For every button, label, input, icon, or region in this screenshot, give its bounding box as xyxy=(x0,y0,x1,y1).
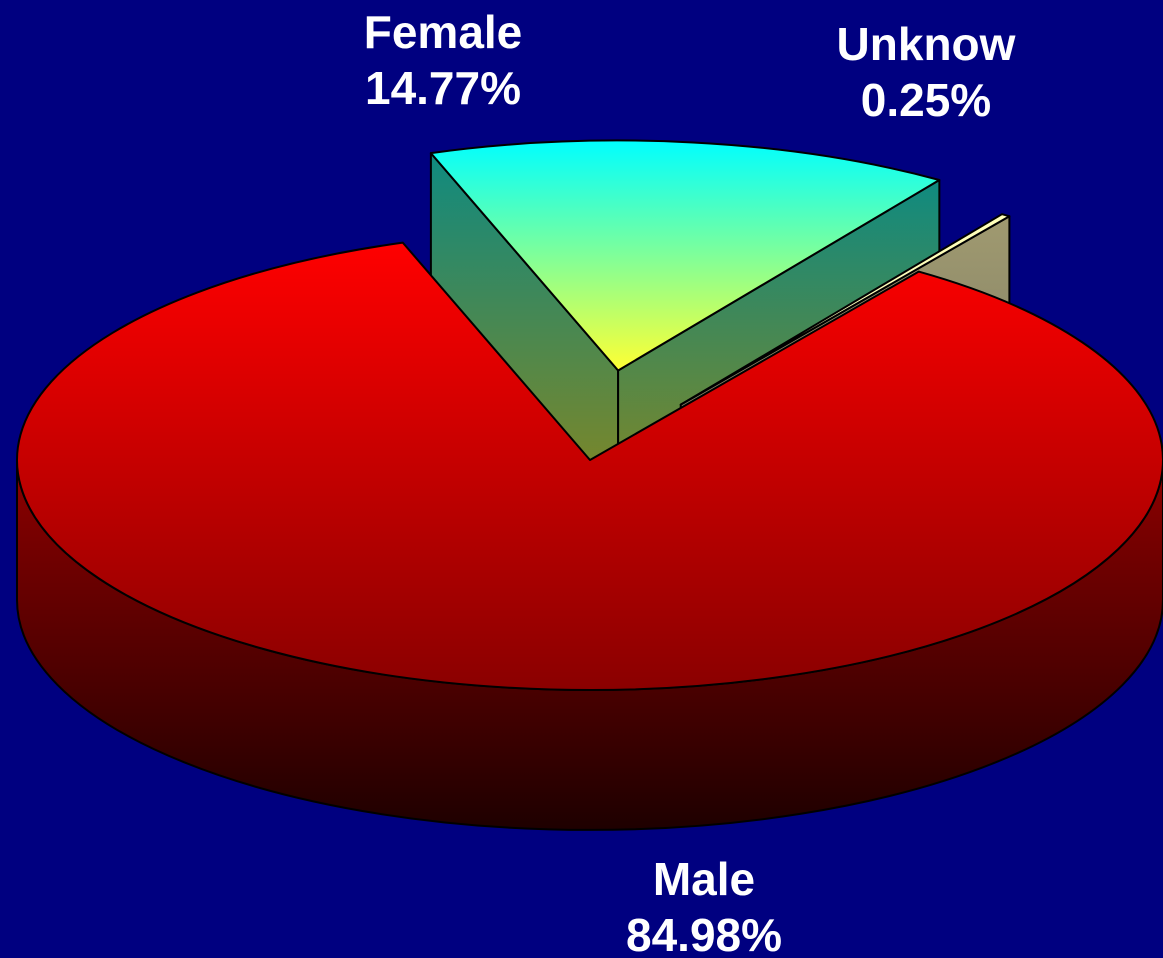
unknow-slice xyxy=(679,213,1011,406)
slice-label-male: Male 84.98% xyxy=(626,851,782,958)
slice-value-male: 84.98% xyxy=(625,909,783,958)
male-slice xyxy=(16,241,1163,692)
slice-label-female: Female 14.77% xyxy=(364,4,523,116)
slice-value-female: 14.77% xyxy=(364,62,521,115)
slice-value-unknow: 0.25% xyxy=(860,74,992,127)
slice-name-female: Female xyxy=(363,6,523,58)
female-slice xyxy=(429,139,941,372)
slice-label-unknow: Unknow 0.25% xyxy=(837,16,1016,128)
slice-name-unknow: Unknow xyxy=(836,18,1016,70)
slice-name-male: Male xyxy=(652,853,756,905)
